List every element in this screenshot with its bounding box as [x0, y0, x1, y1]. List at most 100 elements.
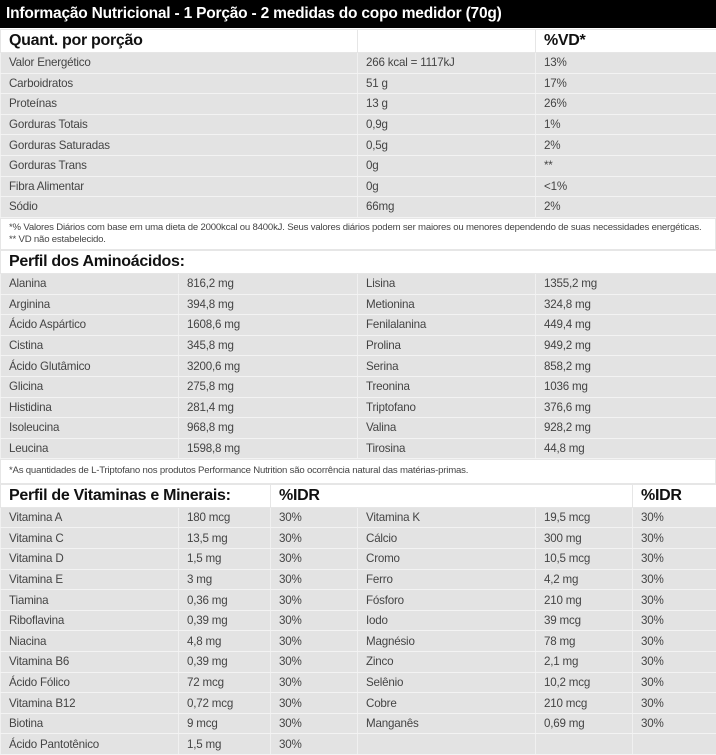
vitamin-name: Vitamina E — [1, 569, 179, 590]
vitamin-name: Ácido Fólico — [1, 672, 179, 693]
nutrient-dv: 17% — [536, 73, 716, 94]
amino-name: Histidina — [1, 397, 179, 418]
amino-name: Isoleucina — [1, 418, 179, 439]
vitamin-idr: 30% — [271, 631, 358, 652]
vitamin-idr: 30% — [633, 569, 716, 590]
amino-amount: 44,8 mg — [536, 438, 716, 459]
vitamin-name — [358, 734, 536, 755]
amino-name: Valina — [358, 418, 536, 439]
amino-name: Lisina — [358, 273, 536, 294]
vitamin-idr: 30% — [633, 693, 716, 714]
vitamin-name: Ácido Pantotênico — [1, 734, 179, 755]
amino-amount: 281,4 mg — [179, 397, 358, 418]
vitamin-idr: 30% — [271, 693, 358, 714]
vitamin-name: Niacina — [1, 631, 179, 652]
vitamin-idr: 30% — [633, 590, 716, 611]
vitamin-idr: 30% — [271, 569, 358, 590]
nutrient-amount: 0,5g — [358, 135, 536, 156]
amino-amount: 345,8 mg — [179, 335, 358, 356]
vitamins-table: Perfil de Vitaminas e Minerais: %IDR %ID… — [0, 484, 716, 755]
vitamin-idr: 30% — [633, 610, 716, 631]
vitamin-name: Fósforo — [358, 590, 536, 611]
amino-amount: 968,8 mg — [179, 418, 358, 439]
vitamin-idr — [633, 734, 716, 755]
vitamin-name: Cromo — [358, 549, 536, 570]
nutrient-name: Gorduras Totais — [1, 114, 358, 135]
vitamin-amount: 19,5 mcg — [536, 507, 633, 528]
amino-amount: 1036 mg — [536, 376, 716, 397]
vitamin-idr: 30% — [271, 652, 358, 673]
amino-header-row: Perfil dos Aminoácidos: — [1, 250, 716, 273]
vitamins-header-row: Perfil de Vitaminas e Minerais: %IDR %ID… — [1, 484, 716, 507]
vitamin-amount — [536, 734, 633, 755]
vitamin-amount: 0,69 mg — [536, 713, 633, 734]
vitamin-name: Biotina — [1, 713, 179, 734]
serving-header: Quant. por porção — [1, 30, 358, 53]
vitamin-amount: 78 mg — [536, 631, 633, 652]
vitamin-amount: 13,5 mg — [179, 528, 271, 549]
vitamin-amount: 9 mcg — [179, 713, 271, 734]
vitamin-name: Selênio — [358, 672, 536, 693]
vitamin-name: Manganês — [358, 713, 536, 734]
vitamin-amount: 72 mcg — [179, 672, 271, 693]
vitamin-idr: 30% — [633, 713, 716, 734]
vitamin-amount: 1,5 mg — [179, 549, 271, 570]
nutrition-footnote-table: *% Valores Diários com base em uma dieta… — [0, 218, 716, 250]
amino-amount: 275,8 mg — [179, 376, 358, 397]
vitamin-amount: 3 mg — [179, 569, 271, 590]
nutrient-dv: 26% — [536, 94, 716, 115]
vitamin-idr: 30% — [271, 672, 358, 693]
vitamin-name: Tiamina — [1, 590, 179, 611]
nutrient-amount: 0g — [358, 155, 536, 176]
nutrient-name: Valor Energético — [1, 53, 358, 74]
vitamins-header: Perfil de Vitaminas e Minerais: — [1, 484, 271, 507]
amino-header: Perfil dos Aminoácidos: — [1, 250, 716, 273]
idr-header-1: %IDR — [271, 484, 633, 507]
vitamin-idr: 30% — [271, 713, 358, 734]
nutrient-amount: 266 kcal = 1117kJ — [358, 53, 536, 74]
amino-amount: 3200,6 mg — [179, 356, 358, 377]
vitamin-amount: 0,39 mg — [179, 652, 271, 673]
nutrient-dv: 2% — [536, 197, 716, 218]
amino-amount: 858,2 mg — [536, 356, 716, 377]
amino-name: Triptofano — [358, 397, 536, 418]
amino-name: Prolina — [358, 335, 536, 356]
vitamin-amount: 180 mcg — [179, 507, 271, 528]
nutrient-name: Carboidratos — [1, 73, 358, 94]
vitamin-name: Vitamina B12 — [1, 693, 179, 714]
amino-name: Alanina — [1, 273, 179, 294]
vitamin-amount: 10,2 mcg — [536, 672, 633, 693]
vitamin-name: Ferro — [358, 569, 536, 590]
amino-amount: 449,4 mg — [536, 315, 716, 336]
vitamin-idr: 30% — [271, 734, 358, 755]
nutrient-name: Sódio — [1, 197, 358, 218]
vitamin-idr: 30% — [633, 507, 716, 528]
vitamin-idr: 30% — [633, 549, 716, 570]
amino-name: Fenilalanina — [358, 315, 536, 336]
nutrient-dv: ** — [536, 155, 716, 176]
nutrition-footnote: *% Valores Diários com base em uma dieta… — [1, 218, 716, 249]
nutrient-name: Proteínas — [1, 94, 358, 115]
nutrient-amount: 0g — [358, 176, 536, 197]
vitamin-amount: 39 mcg — [536, 610, 633, 631]
vitamin-amount: 210 mg — [536, 590, 633, 611]
